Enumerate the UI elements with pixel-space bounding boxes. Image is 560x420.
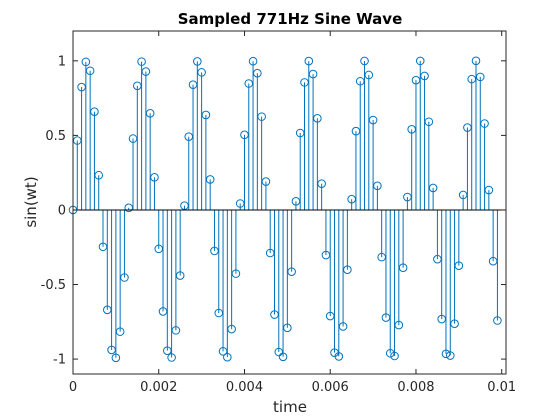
stem-marker bbox=[471, 56, 481, 66]
stem-marker bbox=[445, 351, 455, 360]
stem-marker bbox=[120, 273, 129, 282]
stem-marker bbox=[278, 352, 288, 362]
stem-marker bbox=[475, 72, 485, 82]
x-axis: 0 0.002 0.004 0.006 0.008 0.01 bbox=[69, 31, 516, 395]
stem-series bbox=[68, 56, 502, 363]
chart-title: Sampled 771Hz Sine Wave bbox=[178, 10, 403, 28]
stem-marker bbox=[390, 351, 399, 361]
y-axis: -1 -0.5 0 0.5 1 bbox=[41, 54, 506, 368]
stem-marker bbox=[364, 70, 374, 80]
stem-marker bbox=[261, 177, 271, 186]
stem-marker bbox=[360, 56, 369, 66]
y-tick-label: 0.5 bbox=[45, 129, 66, 144]
y-tick-label: -0.5 bbox=[41, 278, 66, 293]
stem-marker bbox=[145, 109, 155, 118]
stem-marker bbox=[171, 326, 181, 335]
stem-marker bbox=[454, 261, 464, 271]
x-tick-label: 0.002 bbox=[140, 380, 177, 395]
stem-marker bbox=[90, 107, 99, 116]
stem-marker bbox=[420, 71, 429, 81]
stem-marker bbox=[287, 267, 296, 276]
stem-marker bbox=[253, 68, 262, 78]
stem-marker bbox=[415, 56, 425, 66]
stem-marker bbox=[334, 352, 344, 361]
stem-marker bbox=[450, 319, 459, 329]
stem-marker bbox=[81, 57, 91, 67]
stem-marker bbox=[313, 114, 322, 123]
x-tick-label: 0.008 bbox=[397, 380, 434, 395]
stem-marker bbox=[304, 56, 314, 66]
stem-marker bbox=[201, 110, 211, 120]
stem-marker bbox=[283, 323, 292, 333]
stem-marker bbox=[424, 117, 434, 127]
y-tick-label: -1 bbox=[53, 353, 66, 368]
stem-marker bbox=[141, 67, 151, 76]
y-axis-label: sin(wt) bbox=[22, 176, 40, 227]
stem-marker bbox=[257, 112, 266, 121]
y-tick-label: 0 bbox=[58, 203, 66, 218]
stem-marker bbox=[428, 183, 438, 193]
stem-marker bbox=[248, 56, 258, 66]
stem-marker bbox=[197, 68, 206, 77]
x-tick-label: 0.004 bbox=[226, 380, 263, 395]
stem-marker bbox=[94, 170, 104, 180]
stem-marker bbox=[231, 269, 241, 278]
x-tick-label: 0 bbox=[69, 380, 77, 395]
x-tick-label: 0.01 bbox=[487, 380, 516, 395]
stem-marker bbox=[480, 119, 489, 128]
stem-marker bbox=[193, 57, 202, 66]
stem-marker bbox=[111, 353, 121, 363]
y-tick-label: 1 bbox=[58, 54, 66, 69]
stem-marker bbox=[205, 175, 215, 184]
stem-marker bbox=[85, 66, 95, 76]
stem-marker bbox=[115, 327, 125, 336]
x-tick-label: 0.006 bbox=[312, 380, 349, 395]
stem-marker bbox=[398, 263, 408, 273]
stem-marker bbox=[338, 322, 348, 331]
stem-marker bbox=[484, 185, 494, 195]
stem-marker bbox=[373, 181, 382, 191]
stem-marker bbox=[175, 271, 185, 280]
stem-marker bbox=[308, 69, 318, 79]
stem-marker bbox=[368, 115, 378, 125]
stem-marker bbox=[394, 320, 404, 330]
x-axis-label: time bbox=[273, 398, 307, 416]
stem-marker bbox=[493, 316, 502, 325]
stem-marker bbox=[227, 324, 236, 334]
stem-marker bbox=[167, 353, 176, 362]
stem-marker bbox=[343, 265, 352, 274]
plot-area bbox=[73, 31, 506, 374]
stem-marker bbox=[223, 352, 232, 362]
axes-box bbox=[72, 30, 507, 375]
stem-marker bbox=[150, 173, 159, 182]
stem-marker bbox=[137, 57, 146, 66]
stem-marker bbox=[317, 179, 326, 188]
